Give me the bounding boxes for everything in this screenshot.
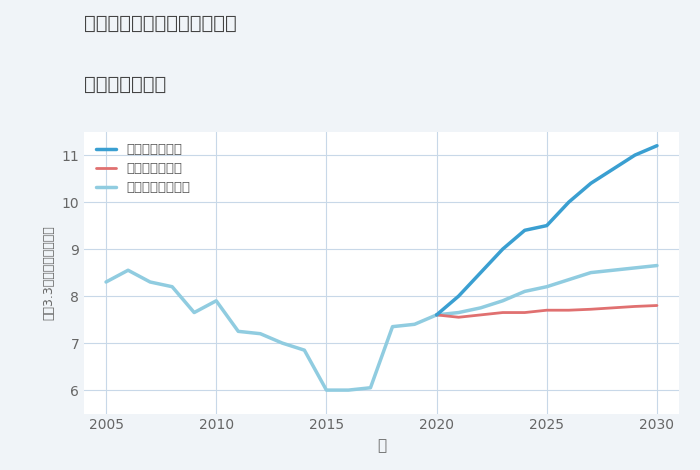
ノーマルシナリオ xyxy=(521,289,529,294)
バッドシナリオ xyxy=(433,312,441,318)
グッドシナリオ xyxy=(609,166,617,172)
ノーマルシナリオ xyxy=(433,312,441,318)
バッドシナリオ xyxy=(587,306,595,312)
ノーマルシナリオ xyxy=(477,305,485,311)
ノーマルシナリオ xyxy=(653,263,662,268)
ノーマルシナリオ xyxy=(498,298,507,304)
バッドシナリオ xyxy=(653,303,662,308)
Line: バッドシナリオ: バッドシナリオ xyxy=(437,306,657,317)
Y-axis label: 坪（3.3㎡）単価（万円）: 坪（3.3㎡）単価（万円） xyxy=(43,225,56,320)
グッドシナリオ xyxy=(542,223,551,228)
グッドシナリオ xyxy=(498,246,507,252)
バッドシナリオ xyxy=(454,314,463,320)
ノーマルシナリオ xyxy=(542,284,551,290)
Line: グッドシナリオ: グッドシナリオ xyxy=(437,146,657,315)
バッドシナリオ xyxy=(565,307,573,313)
グッドシナリオ xyxy=(587,180,595,186)
グッドシナリオ xyxy=(477,270,485,275)
バッドシナリオ xyxy=(631,304,639,309)
ノーマルシナリオ xyxy=(631,265,639,271)
Text: 福岡県みやま市高田町田浦の: 福岡県みやま市高田町田浦の xyxy=(84,14,237,33)
ノーマルシナリオ xyxy=(587,270,595,275)
ノーマルシナリオ xyxy=(454,310,463,315)
X-axis label: 年: 年 xyxy=(377,438,386,453)
グッドシナリオ xyxy=(521,227,529,233)
バッドシナリオ xyxy=(498,310,507,315)
バッドシナリオ xyxy=(477,312,485,318)
ノーマルシナリオ xyxy=(565,277,573,282)
グッドシナリオ xyxy=(653,143,662,149)
グッドシナリオ xyxy=(454,293,463,299)
Line: ノーマルシナリオ: ノーマルシナリオ xyxy=(437,266,657,315)
グッドシナリオ xyxy=(631,152,639,158)
バッドシナリオ xyxy=(521,310,529,315)
グッドシナリオ xyxy=(565,199,573,205)
Legend: グッドシナリオ, バッドシナリオ, ノーマルシナリオ: グッドシナリオ, バッドシナリオ, ノーマルシナリオ xyxy=(90,138,195,200)
Text: 土地の価格推移: 土地の価格推移 xyxy=(84,75,167,94)
ノーマルシナリオ xyxy=(609,267,617,273)
グッドシナリオ xyxy=(433,312,441,318)
バッドシナリオ xyxy=(609,305,617,311)
バッドシナリオ xyxy=(542,307,551,313)
